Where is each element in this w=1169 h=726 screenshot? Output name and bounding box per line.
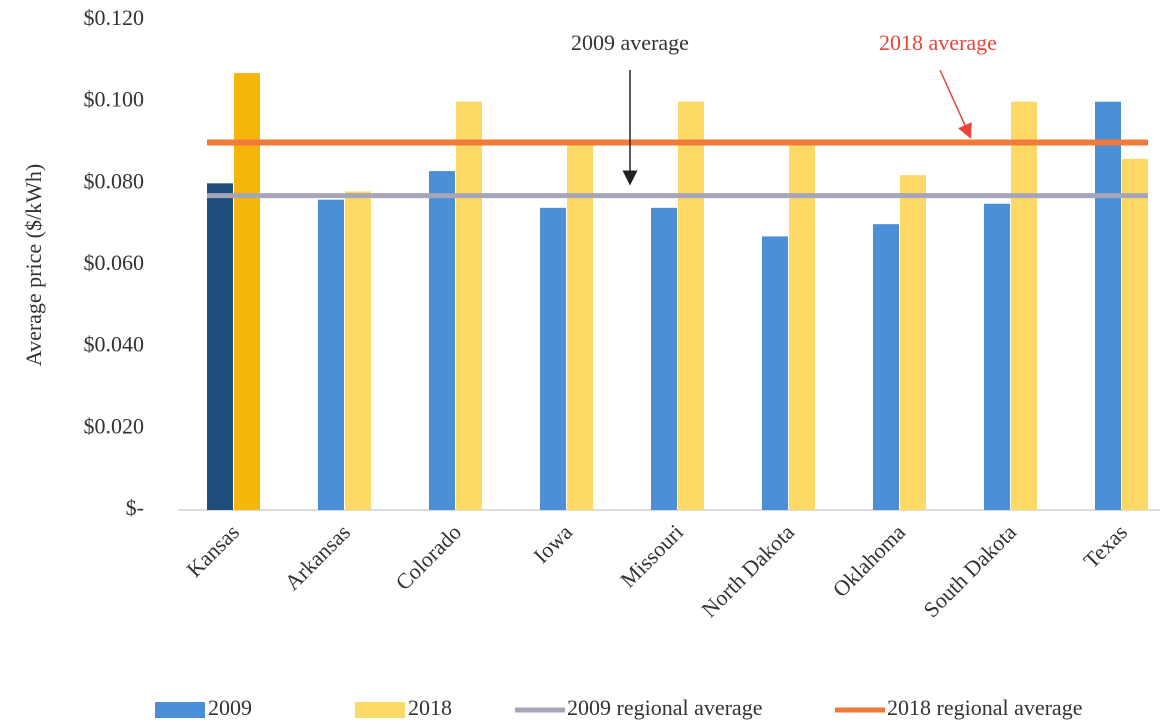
legend-swatch [355, 702, 405, 718]
bar [873, 224, 899, 510]
bar [651, 207, 677, 511]
x-tick-label: Oklahoma [828, 519, 911, 602]
bar [318, 199, 344, 510]
y-tick-label: $0.020 [84, 413, 145, 438]
legend-label: 2009 regional average [567, 695, 762, 720]
x-tick-label: Arkansas [280, 519, 356, 595]
y-tick-label: $0.080 [84, 168, 145, 193]
legend-label: 2018 [408, 695, 452, 720]
x-tick-label: Iowa [528, 519, 577, 568]
y-tick-label: $0.040 [84, 332, 145, 357]
y-tick-label: $- [126, 495, 144, 520]
y-axis-label: Average price ($/kWh) [21, 164, 46, 366]
annotation: 2018 average [879, 30, 997, 55]
bar [678, 101, 704, 511]
legend-swatch [155, 702, 205, 718]
bar [1122, 158, 1148, 511]
bar [984, 203, 1010, 510]
bar [540, 207, 566, 511]
bar [234, 73, 260, 510]
bar [456, 101, 482, 511]
x-tick-label: Missouri [615, 519, 688, 592]
x-tick-label: North Dakota [696, 519, 799, 622]
bar [207, 183, 233, 511]
annotation: 2009 average [571, 30, 689, 55]
x-tick-label: South Dakota [918, 519, 1021, 622]
bar [900, 175, 926, 510]
bar [345, 191, 371, 510]
x-tick-label: Kansas [181, 519, 244, 582]
bar [567, 142, 593, 510]
annotation-arrow [939, 69, 972, 139]
bar [762, 236, 788, 510]
y-tick-label: $0.060 [84, 250, 145, 275]
bar [789, 142, 815, 510]
y-tick-label: $0.100 [84, 87, 145, 112]
bar [1011, 101, 1037, 511]
x-tick-label: Texas [1078, 519, 1132, 573]
legend-label: 2009 [208, 695, 252, 720]
bar [429, 171, 455, 511]
legend-label: 2018 regional average [887, 695, 1082, 720]
y-tick-label: $0.120 [84, 5, 145, 30]
x-tick-label: Colorado [391, 519, 467, 595]
bar [1095, 101, 1121, 511]
